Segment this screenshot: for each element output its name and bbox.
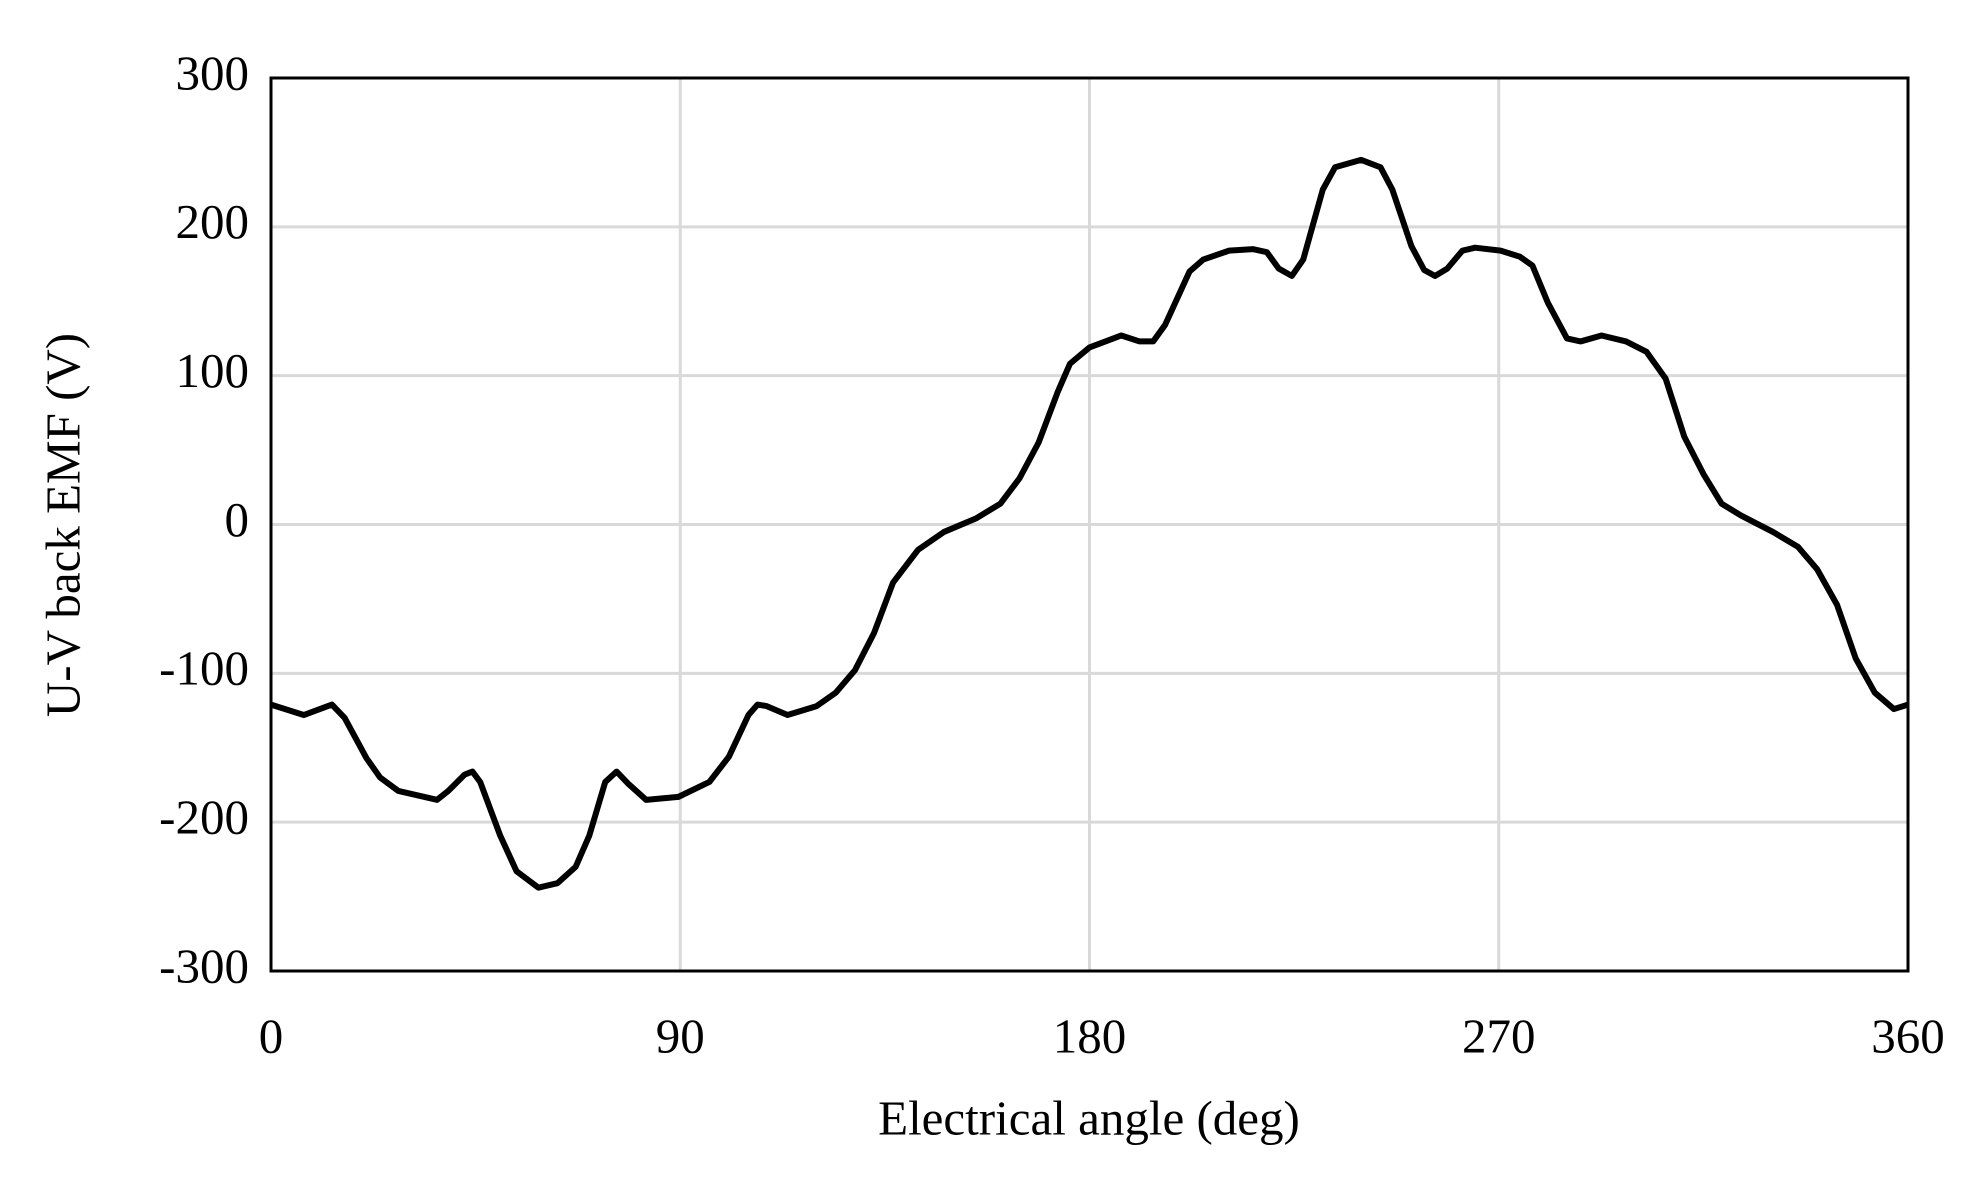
y-tick-label: 200 <box>176 194 250 249</box>
x-tick-label: 90 <box>656 1008 705 1063</box>
y-tick-label: -200 <box>159 789 249 844</box>
y-tick-label: 100 <box>176 343 250 398</box>
y-tick-label: 0 <box>225 492 250 547</box>
plot-frame <box>269 76 1910 973</box>
y-tick-label: 300 <box>176 45 250 100</box>
x-tick-label: 270 <box>1462 1008 1536 1063</box>
x-tick-label: 360 <box>1871 1008 1945 1063</box>
data-line <box>270 156 1909 891</box>
x-axis-label: Electrical angle (deg) <box>878 1090 1300 1145</box>
y-axis-label: U-V back EMF (V) <box>35 333 90 717</box>
y-tick-label: -100 <box>159 641 249 696</box>
x-tick-label: 180 <box>1053 1008 1127 1063</box>
y-tick-label: -300 <box>159 938 249 993</box>
x-tick-label: 0 <box>259 1008 284 1063</box>
